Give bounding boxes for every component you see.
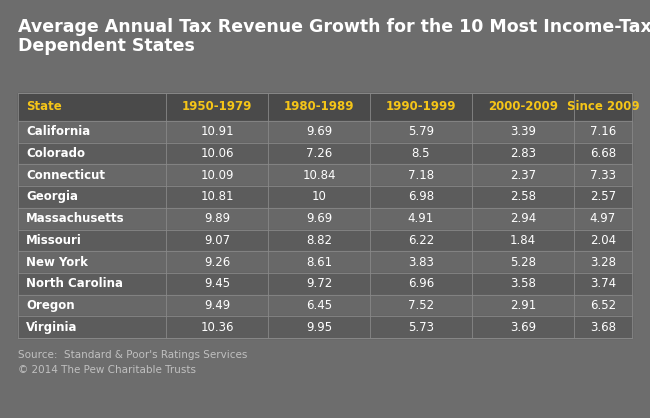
Text: Source:  Standard & Poor's Ratings Services: Source: Standard & Poor's Ratings Servic… xyxy=(18,350,248,360)
Text: 9.45: 9.45 xyxy=(204,277,230,290)
Text: Dependent States: Dependent States xyxy=(18,37,195,55)
Text: 7.16: 7.16 xyxy=(590,125,616,138)
Text: Massachusetts: Massachusetts xyxy=(26,212,125,225)
Text: 6.22: 6.22 xyxy=(408,234,434,247)
Text: 7.26: 7.26 xyxy=(306,147,332,160)
Text: 10.09: 10.09 xyxy=(200,169,234,182)
Text: 1.84: 1.84 xyxy=(510,234,536,247)
Text: 2.91: 2.91 xyxy=(510,299,536,312)
Text: 3.74: 3.74 xyxy=(590,277,616,290)
Text: 10: 10 xyxy=(311,191,326,204)
Text: 6.45: 6.45 xyxy=(306,299,332,312)
Text: 10.36: 10.36 xyxy=(200,321,234,334)
Bar xyxy=(18,186,632,208)
Text: 5.79: 5.79 xyxy=(408,125,434,138)
Bar xyxy=(18,93,632,121)
Text: 9.69: 9.69 xyxy=(306,125,332,138)
Bar xyxy=(18,93,632,338)
Text: Virginia: Virginia xyxy=(26,321,77,334)
Text: 10.06: 10.06 xyxy=(200,147,234,160)
Text: 9.49: 9.49 xyxy=(204,299,230,312)
Text: 3.83: 3.83 xyxy=(408,255,434,268)
Bar xyxy=(18,273,632,295)
Text: 10.91: 10.91 xyxy=(200,125,234,138)
Text: 2.58: 2.58 xyxy=(510,191,536,204)
Text: Average Annual Tax Revenue Growth for the 10 Most Income-Tax: Average Annual Tax Revenue Growth for th… xyxy=(18,18,650,36)
Text: 2000-2009: 2000-2009 xyxy=(488,100,558,114)
Text: Oregon: Oregon xyxy=(26,299,75,312)
Text: 4.91: 4.91 xyxy=(408,212,434,225)
Text: 1950-1979: 1950-1979 xyxy=(182,100,252,114)
Text: 8.5: 8.5 xyxy=(411,147,430,160)
Text: 1990-1999: 1990-1999 xyxy=(385,100,456,114)
Bar xyxy=(18,295,632,316)
Text: 8.82: 8.82 xyxy=(306,234,332,247)
Text: 7.33: 7.33 xyxy=(590,169,616,182)
Text: 9.72: 9.72 xyxy=(306,277,332,290)
Text: California: California xyxy=(26,125,90,138)
Text: © 2014 The Pew Charitable Trusts: © 2014 The Pew Charitable Trusts xyxy=(18,365,196,375)
Text: 3.68: 3.68 xyxy=(590,321,616,334)
Bar xyxy=(18,143,632,164)
Text: 9.07: 9.07 xyxy=(204,234,230,247)
Text: 7.52: 7.52 xyxy=(408,299,434,312)
Text: New York: New York xyxy=(26,255,88,268)
Text: 7.18: 7.18 xyxy=(408,169,434,182)
Text: 3.39: 3.39 xyxy=(510,125,536,138)
Bar xyxy=(18,164,632,186)
Text: 5.28: 5.28 xyxy=(510,255,536,268)
Text: Connecticut: Connecticut xyxy=(26,169,105,182)
Text: 6.96: 6.96 xyxy=(408,277,434,290)
Text: 8.61: 8.61 xyxy=(306,255,332,268)
Text: North Carolina: North Carolina xyxy=(26,277,123,290)
Text: State: State xyxy=(26,100,62,114)
Text: 9.89: 9.89 xyxy=(204,212,230,225)
Text: 3.58: 3.58 xyxy=(510,277,536,290)
Text: 9.26: 9.26 xyxy=(204,255,230,268)
Text: Colorado: Colorado xyxy=(26,147,85,160)
Bar xyxy=(18,251,632,273)
Text: 2.04: 2.04 xyxy=(590,234,616,247)
Text: Since 2009: Since 2009 xyxy=(567,100,640,114)
Text: 6.52: 6.52 xyxy=(590,299,616,312)
Bar xyxy=(18,316,632,338)
Text: 2.37: 2.37 xyxy=(510,169,536,182)
Text: 1980-1989: 1980-1989 xyxy=(284,100,354,114)
Text: 2.57: 2.57 xyxy=(590,191,616,204)
Bar xyxy=(18,229,632,251)
Text: 10.81: 10.81 xyxy=(200,191,234,204)
Text: 9.69: 9.69 xyxy=(306,212,332,225)
Text: 2.83: 2.83 xyxy=(510,147,536,160)
Bar xyxy=(18,208,632,229)
Text: 9.95: 9.95 xyxy=(306,321,332,334)
Text: Missouri: Missouri xyxy=(26,234,82,247)
Text: 10.84: 10.84 xyxy=(302,169,336,182)
Text: Georgia: Georgia xyxy=(26,191,78,204)
Bar xyxy=(18,121,632,143)
Text: 3.28: 3.28 xyxy=(590,255,616,268)
Text: 4.97: 4.97 xyxy=(590,212,616,225)
Text: 2.94: 2.94 xyxy=(510,212,536,225)
Text: 5.73: 5.73 xyxy=(408,321,434,334)
Text: 6.68: 6.68 xyxy=(590,147,616,160)
Text: 3.69: 3.69 xyxy=(510,321,536,334)
Text: 6.98: 6.98 xyxy=(408,191,434,204)
